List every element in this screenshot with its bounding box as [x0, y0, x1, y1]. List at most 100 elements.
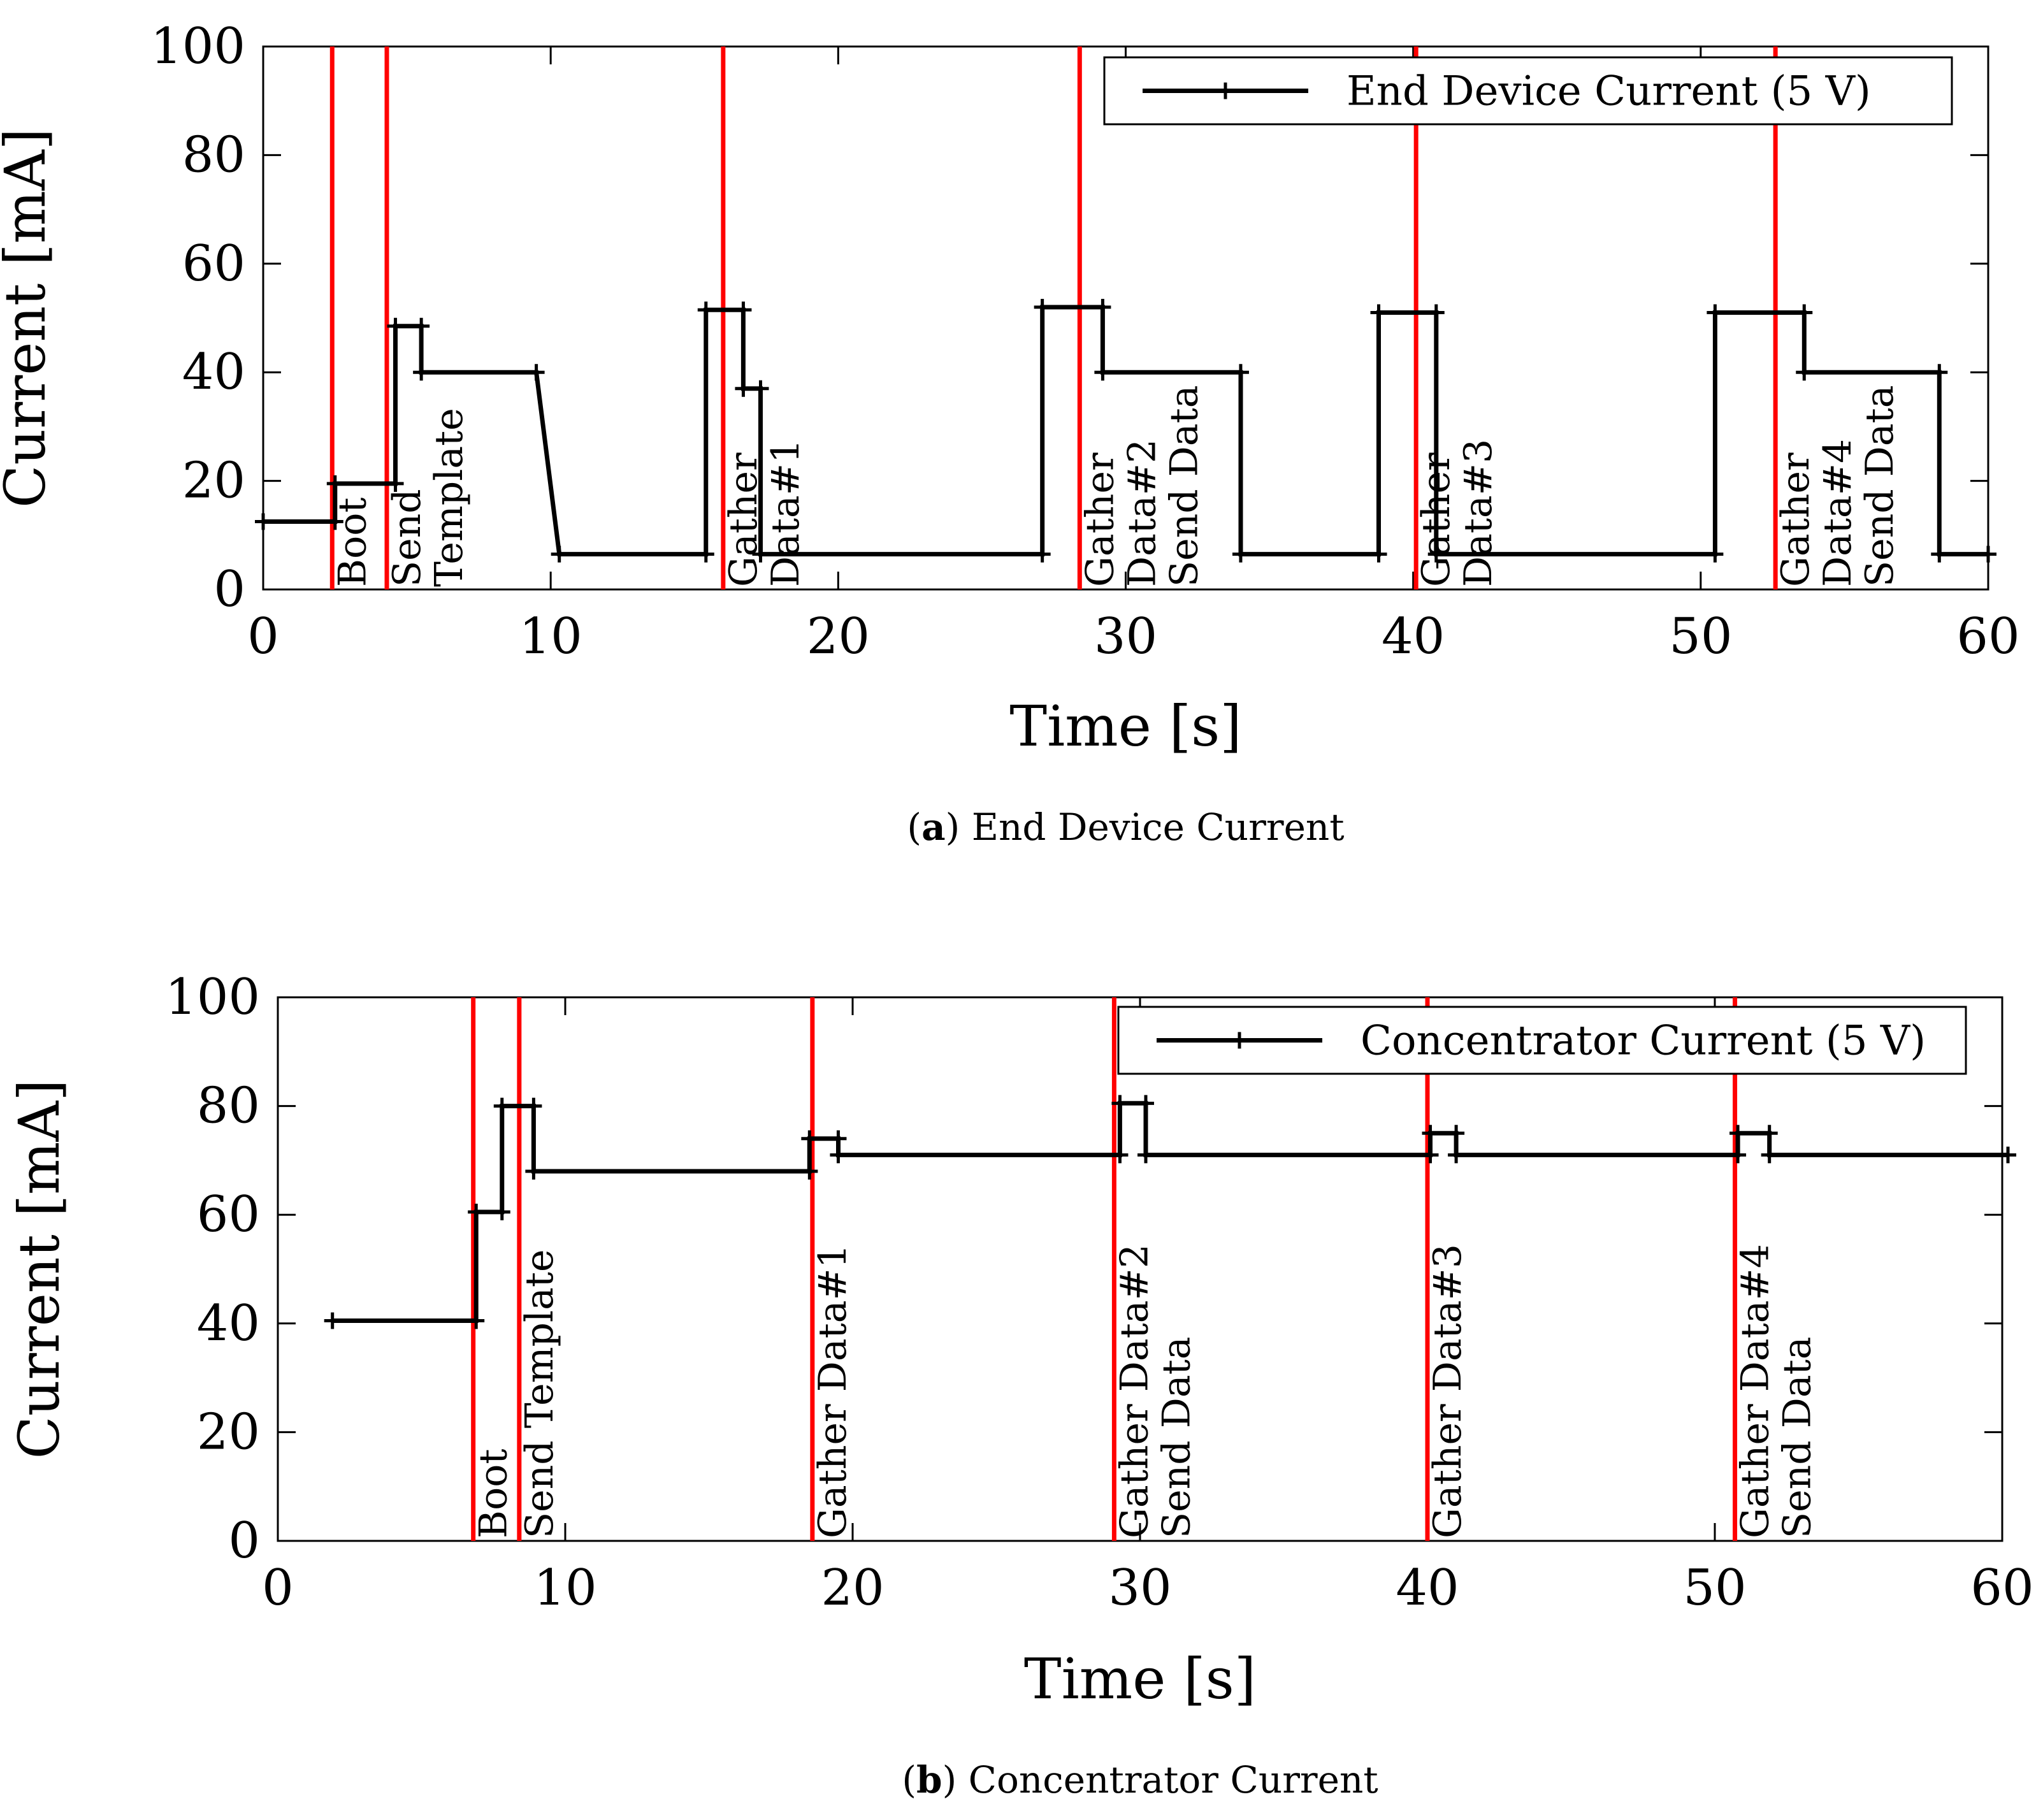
event-label: Send Template — [517, 1250, 562, 1539]
data-point — [324, 1312, 341, 1329]
data-point — [697, 301, 714, 319]
x-tick-label: 50 — [1683, 1559, 1746, 1617]
x-axis-title: Time [s] — [1024, 1646, 1256, 1712]
data-point — [413, 364, 430, 381]
data-point — [830, 1146, 847, 1164]
x-tick-label: 50 — [1669, 608, 1732, 665]
caption-open-paren: ( — [907, 805, 921, 849]
data-point — [387, 475, 404, 492]
data-point — [1034, 298, 1051, 315]
data-point — [413, 317, 430, 335]
data-point — [801, 1130, 818, 1147]
data-point — [1232, 545, 1249, 563]
event-label: Gather — [1078, 452, 1122, 587]
data-point — [255, 513, 271, 530]
event-label: Boot — [472, 1449, 516, 1538]
data-point — [752, 380, 769, 397]
data-point — [830, 1130, 847, 1147]
caption-letter: b — [916, 1758, 942, 1802]
data-point — [1137, 1095, 1155, 1112]
data-point — [2000, 1146, 2017, 1164]
event-label: Data#1 — [763, 439, 808, 587]
legend-label: End Device Current (5 V) — [1346, 68, 1871, 115]
data-point — [1232, 364, 1249, 381]
x-tick-label: 20 — [807, 608, 870, 665]
data-point — [326, 475, 343, 492]
data-point — [525, 1097, 542, 1115]
data-point — [468, 1312, 485, 1329]
x-tick-label: 40 — [1396, 1559, 1459, 1617]
y-tick-label: 0 — [213, 561, 245, 618]
x-tick-label: 10 — [533, 1559, 596, 1617]
event-label: Boot — [330, 498, 375, 587]
data-point — [1094, 298, 1111, 315]
event-label: Gather Data#4 — [1733, 1244, 1778, 1538]
event-label: Gather Data#3 — [1426, 1244, 1470, 1538]
data-point — [1796, 304, 1813, 321]
data-point — [1137, 1146, 1155, 1164]
data-point — [326, 513, 343, 530]
x-tick-label: 0 — [247, 608, 279, 665]
caption-open-paren: ( — [902, 1758, 916, 1802]
x-tick-label: 30 — [1094, 608, 1157, 665]
data-point — [1111, 1095, 1129, 1112]
data-point — [1422, 1125, 1439, 1142]
caption-close-paren: ) — [946, 805, 972, 849]
y-tick-label: 40 — [182, 343, 245, 401]
figure-caption: (a) End Device Current — [907, 805, 1344, 849]
y-tick-label: 60 — [182, 235, 245, 292]
data-point — [493, 1097, 510, 1115]
y-tick-label: 80 — [197, 1078, 260, 1135]
data-point — [1448, 1146, 1465, 1164]
caption-close-paren: ) — [942, 1758, 969, 1802]
x-tick-label: 60 — [1956, 608, 2019, 665]
y-tick-label: 0 — [228, 1512, 260, 1570]
caption-title: End Device Current — [972, 805, 1345, 849]
event-label: Send Data — [1154, 1337, 1199, 1539]
data-point — [1370, 545, 1387, 563]
event-label: Data#2 — [1120, 439, 1164, 587]
data-point — [1707, 304, 1724, 321]
y-tick-label: 40 — [197, 1295, 260, 1352]
y-tick-label: 20 — [182, 452, 245, 510]
data-point — [801, 1162, 818, 1180]
event-label: Data#3 — [1456, 439, 1501, 587]
data-point — [1729, 1146, 1747, 1164]
data-point — [1707, 545, 1724, 563]
data-point — [387, 317, 404, 335]
data-point — [1427, 545, 1445, 563]
y-axis-title: Current [mA] — [6, 1080, 72, 1459]
event-label: Send Data — [1162, 386, 1206, 588]
data-point — [1931, 545, 1948, 563]
data-point — [1931, 364, 1948, 381]
data-point — [551, 545, 568, 563]
data-point — [1761, 1125, 1778, 1142]
data-point — [1034, 545, 1051, 563]
y-tick-label: 60 — [197, 1186, 260, 1243]
caption-letter: a — [921, 805, 946, 849]
chart-a: 0 20 40 60 80 100 0 10 20 30 40 50 60 Time [s] Current… — [0, 18, 2020, 849]
data-point — [1761, 1146, 1778, 1164]
event-label: Send Data — [1858, 386, 1902, 588]
y-tick-label: 80 — [182, 126, 245, 184]
event-label: Send Data — [1775, 1337, 1820, 1539]
event-label: Data#4 — [1816, 439, 1860, 587]
y-tick-label: 100 — [150, 18, 245, 75]
x-tick-label: 30 — [1108, 1559, 1171, 1617]
event-label: Gather — [1773, 452, 1818, 587]
y-tick-label: 100 — [165, 969, 260, 1026]
event-label: Template — [427, 408, 472, 587]
event-label: Gather Data#1 — [811, 1244, 855, 1538]
data-point — [1094, 364, 1111, 381]
event-label: Send — [385, 489, 430, 587]
data-point — [525, 1162, 542, 1180]
data-point — [1796, 364, 1813, 381]
data-point — [697, 545, 714, 563]
data-point — [735, 301, 752, 319]
data-point — [1980, 545, 1996, 563]
data-point — [1448, 1125, 1465, 1142]
x-tick-label: 40 — [1382, 608, 1445, 665]
data-point — [528, 364, 545, 381]
y-axis-title: Current [mA] — [0, 128, 58, 508]
